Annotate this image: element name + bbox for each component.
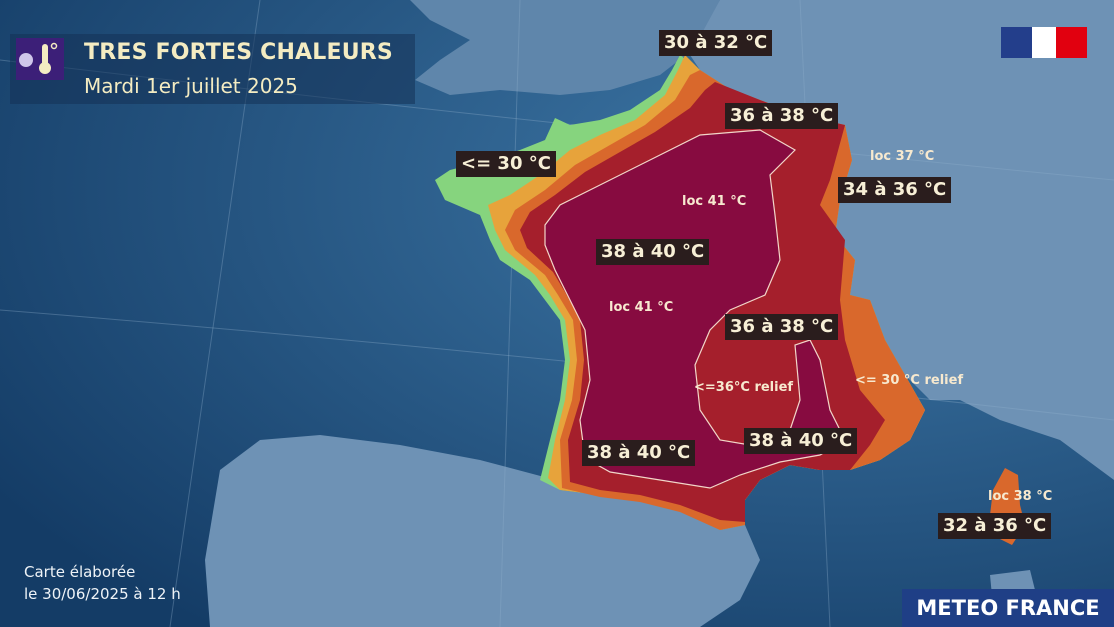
issued-line-1: Carte élaborée [24, 563, 136, 581]
forecast-date: Mardi 1er juillet 2025 [84, 74, 298, 98]
zone-label: 38 à 40 °C [596, 239, 710, 265]
header-panel [10, 34, 415, 104]
zone-label: 36 à 38 °C [725, 103, 839, 129]
heat-thermometer-icon [16, 38, 64, 80]
meteo-france-logo: METEO FRANCE [902, 589, 1114, 627]
local-note: <= 30 °C relief [855, 373, 964, 388]
issued-note: Carte élaborée le 30/06/2025 à 12 h [24, 561, 181, 605]
zone-label: 32 à 36 °C [938, 513, 1052, 539]
page-title: TRES FORTES CHALEURS [84, 40, 393, 65]
zone-label: <= 30 °C [456, 151, 556, 177]
zone-label: 30 à 32 °C [659, 30, 773, 56]
republique-francaise-logo [1001, 27, 1088, 58]
uk-land [410, 0, 720, 95]
zone-label: 36 à 38 °C [725, 314, 839, 340]
local-note: loc 41 °C [682, 194, 747, 209]
local-note: loc 38 °C [988, 489, 1053, 504]
issued-line-2: le 30/06/2025 à 12 h [24, 585, 181, 603]
zone-label: 38 à 40 °C [582, 440, 696, 466]
zone-label: 34 à 36 °C [838, 177, 952, 203]
spain-land [205, 435, 760, 627]
zone-38-40 [544, 129, 846, 489]
local-note: loc 41 °C [609, 300, 674, 315]
europe-land [690, 0, 1114, 480]
local-note: loc 37 °C [870, 149, 935, 164]
local-note: <=36°C relief [694, 380, 794, 395]
zone-label: 38 à 40 °C [744, 428, 858, 454]
